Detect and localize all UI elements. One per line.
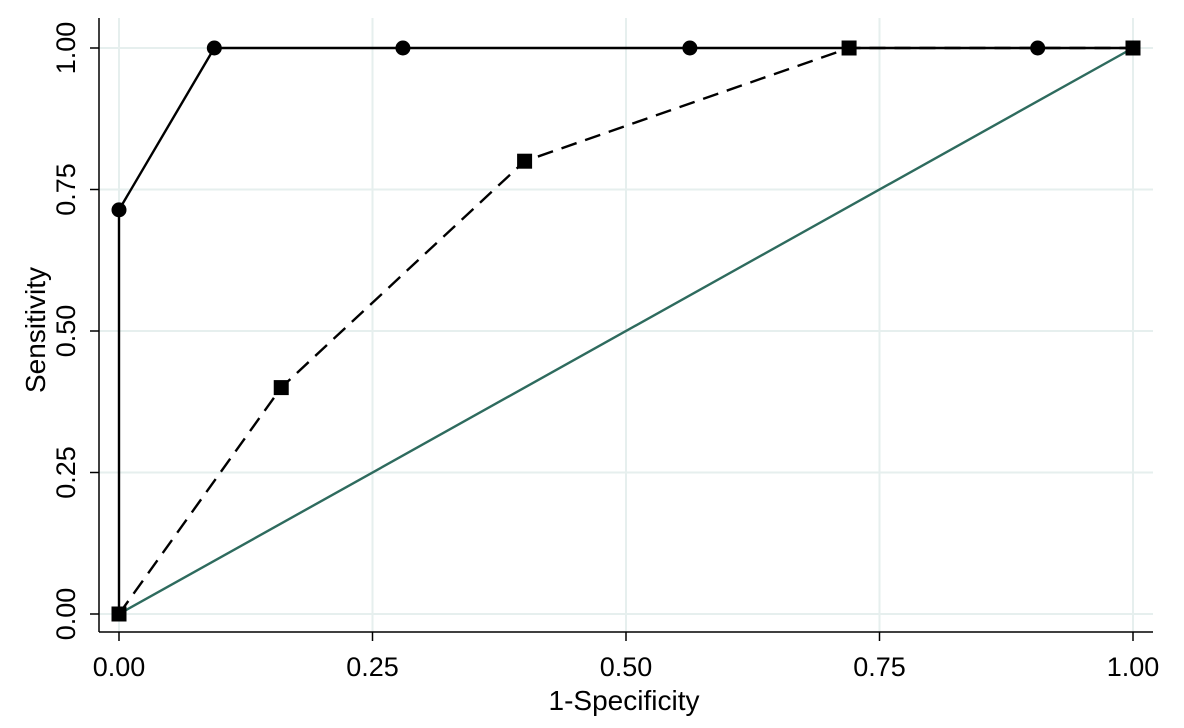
series-0-point <box>111 202 127 218</box>
series-0-point <box>206 40 222 56</box>
x-tick-label: 0.00 <box>93 652 146 682</box>
x-tick-label: 0.50 <box>600 652 653 682</box>
x-tick-label: 0.25 <box>346 652 399 682</box>
series-1-point <box>517 153 533 169</box>
series-0-point <box>1125 40 1141 56</box>
y-tick-label: 0.50 <box>51 305 81 358</box>
series-1-point <box>841 40 857 56</box>
series-0-point <box>395 40 411 56</box>
x-axis-title: 1-Specificity <box>549 685 700 716</box>
y-tick-label: 0.00 <box>51 588 81 641</box>
y-tick-label: 1.00 <box>51 22 81 75</box>
series-0-point <box>682 40 698 56</box>
series-2-line <box>118 46 1134 616</box>
x-tick-label: 1.00 <box>1107 652 1160 682</box>
y-axis-title: Sensitivity <box>20 267 51 393</box>
y-tick-label: 0.25 <box>51 446 81 499</box>
y-tick-label: 0.75 <box>51 163 81 216</box>
x-tick-label: 0.75 <box>853 652 906 682</box>
series-0-point <box>1030 40 1046 56</box>
series-0-point <box>111 606 127 622</box>
series-1-point <box>273 380 289 396</box>
